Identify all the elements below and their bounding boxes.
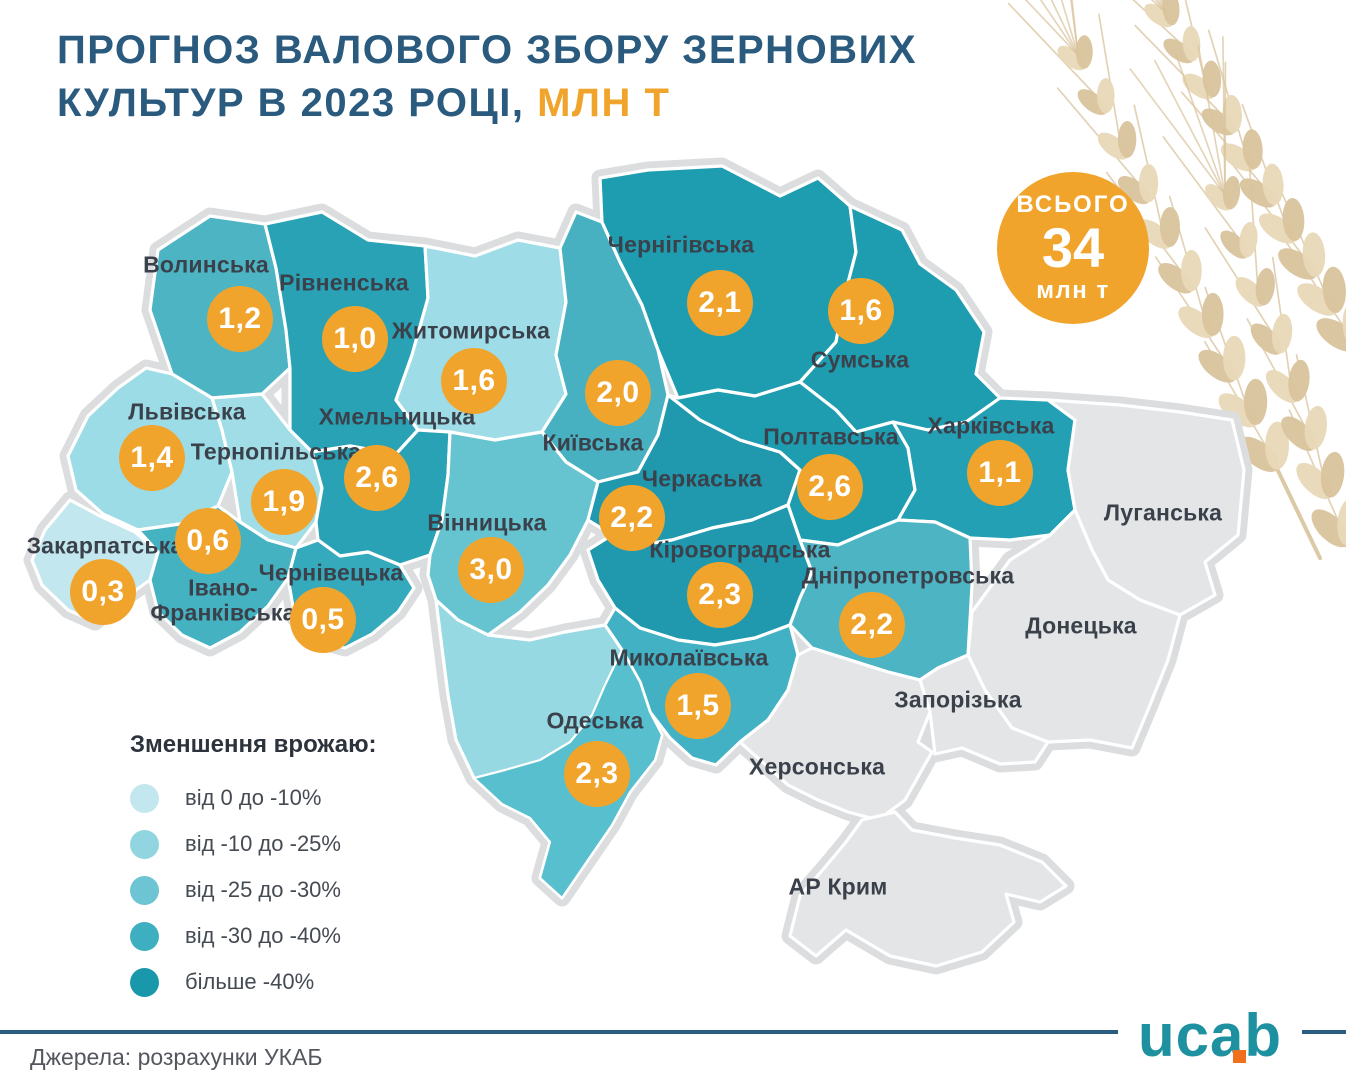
value-badge-vinnytsia: 3,0 (458, 537, 524, 603)
page-title: ПРОГНОЗ ВАЛОВОГО ЗБОРУ ЗЕРНОВИХ КУЛЬТУР В… (57, 24, 917, 130)
logo-letter-a: a (1209, 1002, 1247, 1069)
logo-text-part1: uc (1137, 1002, 1210, 1069)
legend-title: Зменшення врожаю: (130, 731, 377, 758)
legend-item-4: більше -40% (130, 959, 377, 1005)
legend-item-0: від 0 до -10% (130, 775, 377, 821)
logo-text-part2: b (1244, 1002, 1282, 1069)
value-badge-dnipro: 2,2 (839, 592, 905, 658)
title-accent-unit: МЛН Т (537, 80, 671, 125)
value-badge-volyn: 1,2 (207, 286, 273, 352)
legend-item-label: від -25 до -30% (185, 877, 341, 902)
legend-items: від 0 до -10% від -10 до -25% від -25 до -… (130, 775, 377, 1005)
legend-item-label: від 0 до -10% (185, 785, 322, 810)
legend-item-label: від -30 до -40% (185, 923, 341, 948)
legend-swatch-icon (130, 829, 159, 859)
value-badge-cherkasy: 2,2 (599, 485, 665, 551)
total-badge: ВСЬОГО 34 млн т (997, 172, 1149, 324)
value-badge-zakarpattia: 0,3 (70, 559, 136, 625)
value-badge-kharkiv: 1,1 (967, 440, 1033, 506)
value-badge-chernihiv: 2,1 (687, 270, 753, 336)
legend-swatch-icon (130, 921, 159, 951)
ucab-logo: uc a b (1117, 998, 1302, 1069)
legend-item-label: більше -40% (185, 969, 315, 994)
total-badge-value: 34 (1041, 216, 1105, 280)
value-badge-rivne: 1,0 (322, 306, 388, 372)
legend-item-1: від -10 до -25% (130, 821, 377, 867)
value-badge-kyiv: 2,0 (585, 360, 651, 426)
legend-swatch-icon (130, 783, 159, 813)
region-shape-donetsk (966, 508, 1182, 750)
legend-swatch-icon (130, 967, 159, 997)
total-badge-unit: млн т (1036, 276, 1110, 304)
value-badge-mykolaiv: 1,5 (665, 673, 731, 739)
legend-item-3: від -30 до -40% (130, 913, 377, 959)
legend-item-2: від -25 до -30% (130, 867, 377, 913)
value-badge-ivano_frankivsk: 0,6 (175, 508, 241, 574)
title-line1: ПРОГНОЗ ВАЛОВОГО ЗБОРУ ЗЕРНОВИХ (57, 28, 917, 72)
region-shape-kherson (738, 646, 934, 822)
value-badge-poltava: 2,6 (797, 454, 863, 520)
value-badge-ternopil: 1,9 (251, 469, 317, 535)
legend-swatch-icon (130, 875, 159, 905)
value-badge-odesa: 2,3 (564, 741, 630, 807)
value-badge-lviv: 1,4 (119, 425, 185, 491)
legend-item-label: від -10 до -25% (185, 831, 341, 856)
source-note: Джерела: розрахунки УКАБ (30, 1044, 323, 1070)
value-badge-zhytomyr: 1,6 (441, 348, 507, 414)
region-shape-zaporizhzhia (918, 653, 1050, 766)
region-shape-crimea (788, 810, 1068, 968)
logo-orange-square-icon (1233, 1050, 1247, 1063)
value-badge-sumy: 1,6 (828, 278, 894, 344)
title-line2: КУЛЬТУР В 2023 РОЦІ, (57, 80, 538, 125)
legend: Зменшення врожаю: від 0 до -10% від -10 д… (130, 731, 377, 1005)
value-badge-chernivtsi: 0,5 (290, 587, 356, 653)
value-badge-khmelnytskyi: 2,6 (344, 445, 410, 511)
value-badge-kirovohrad: 2,3 (687, 562, 753, 628)
total-badge-label: ВСЬОГО (1016, 191, 1130, 219)
footer-divider (0, 1030, 1346, 1034)
